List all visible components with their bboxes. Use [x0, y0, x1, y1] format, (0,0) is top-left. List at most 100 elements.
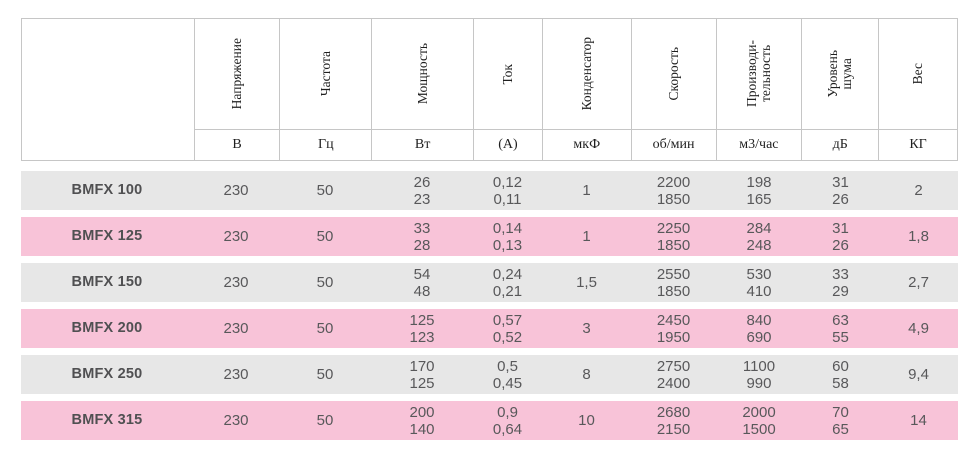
column-header-capacitor: Конденсатор	[542, 19, 631, 130]
column-unit-speed: об/мин	[652, 137, 695, 152]
column-header-airflow: Производи- тельность	[716, 19, 802, 130]
table-row: BMFX 150 230 50 54 48 0,24 0,21 1,5 2550…	[21, 263, 958, 302]
cell-frequency: 50	[316, 182, 334, 199]
cell-current: 0,5 0,45	[492, 357, 523, 392]
column-voltage: Напряжение В	[193, 19, 280, 160]
fan-spec-table: Напряжение В Частота Гц Мощность Вт Ток …	[21, 18, 958, 447]
cell-capacitor: 8	[582, 366, 591, 383]
column-weight: Вес КГ	[878, 19, 957, 160]
table-row: BMFX 100 230 50 26 23 0,12 0,11 1 2200 1…	[21, 171, 958, 210]
cell-noise: 31 26	[832, 173, 849, 208]
cell-voltage: 230	[223, 320, 249, 337]
cell-airflow: 198 165	[746, 173, 772, 208]
cell-weight: 2,7	[908, 274, 929, 291]
cell-airflow: 284 248	[746, 219, 772, 254]
column-unit-current: (А)	[498, 137, 518, 152]
cell-frequency: 50	[316, 320, 334, 337]
cell-frequency: 50	[316, 366, 334, 383]
cell-current: 0,57 0,52	[492, 311, 523, 346]
cell-noise: 31 26	[832, 219, 849, 254]
column-header-power: Мощность	[372, 19, 474, 130]
cell-power: 33 28	[413, 219, 431, 254]
column-header-speed-label: Скорость	[665, 47, 681, 101]
cell-current: 0,14 0,13	[492, 219, 523, 254]
model-column-header-empty	[22, 19, 194, 160]
cell-weight: 14	[910, 412, 927, 429]
cell-speed: 2550 1850	[656, 265, 691, 300]
column-header-current-label: Ток	[499, 63, 515, 85]
cell-speed: 2680 2150	[656, 403, 691, 438]
cell-frequency: 50	[316, 228, 334, 245]
row-model: BMFX 150	[71, 274, 143, 290]
table-body: BMFX 100 230 50 26 23 0,12 0,11 1 2200 1…	[21, 171, 958, 440]
column-header-current: Ток	[474, 19, 542, 130]
cell-capacitor: 1	[582, 182, 591, 199]
column-noise: Уровень шума дБ	[801, 19, 879, 160]
cell-capacitor: 10	[578, 412, 595, 429]
column-airflow: Производи- тельность м3/час	[715, 19, 802, 160]
column-header-weight: Вес	[879, 19, 957, 130]
cell-noise: 33 29	[832, 265, 849, 300]
table-row: BMFX 200 230 50 125 123 0,57 0,52 3 2450…	[21, 309, 958, 348]
column-header-frequency-label: Частота	[317, 51, 333, 97]
cell-voltage: 230	[223, 366, 249, 383]
cell-power: 125 123	[409, 311, 435, 346]
cell-airflow: 530 410	[746, 265, 772, 300]
cell-weight: 2	[914, 182, 923, 199]
column-capacitor: Конденсатор мкФ	[541, 19, 631, 160]
cell-power: 26 23	[413, 173, 431, 208]
column-unit-airflow: м3/час	[739, 137, 779, 152]
cell-voltage: 230	[223, 412, 249, 429]
cell-speed: 2200 1850	[656, 173, 691, 208]
cell-airflow: 2000 1500	[742, 403, 776, 438]
cell-current: 0,12 0,11	[492, 173, 523, 208]
column-header-airflow-label: Производи- тельность	[743, 40, 773, 108]
cell-current: 0,9 0,64	[492, 403, 523, 438]
cell-voltage: 230	[223, 182, 249, 199]
cell-speed: 2250 1850	[656, 219, 691, 254]
row-model: BMFX 125	[71, 228, 143, 244]
cell-power: 170 125	[409, 357, 435, 392]
column-header-voltage: Напряжение	[194, 19, 280, 130]
row-model: BMFX 100	[71, 182, 143, 198]
column-unit-voltage: В	[232, 137, 242, 152]
column-header-frequency: Частота	[280, 19, 372, 130]
column-unit-capacitor: мкФ	[573, 137, 601, 152]
cell-current: 0,24 0,21	[492, 265, 523, 300]
cell-capacitor: 1,5	[576, 274, 597, 291]
cell-airflow: 840 690	[746, 311, 772, 346]
cell-capacitor: 3	[582, 320, 591, 337]
column-unit-power: Вт	[414, 137, 431, 152]
cell-speed: 2450 1950	[656, 311, 691, 346]
cell-weight: 9,4	[908, 366, 929, 383]
column-header-noise: Уровень шума	[802, 19, 879, 130]
row-model: BMFX 315	[71, 412, 143, 428]
column-unit-frequency: Гц	[318, 137, 334, 152]
table-row: BMFX 250 230 50 170 125 0,5 0,45 8 2750 …	[21, 355, 958, 394]
table-row: BMFX 125 230 50 33 28 0,14 0,13 1 2250 1…	[21, 217, 958, 256]
column-frequency: Частота Гц	[279, 19, 372, 160]
column-header-weight-label: Вес	[910, 63, 926, 85]
cell-frequency: 50	[316, 274, 334, 291]
column-unit-noise: дБ	[832, 137, 848, 152]
column-header-noise-label: Уровень шума	[825, 50, 855, 98]
column-unit-weight: КГ	[909, 137, 927, 152]
column-current: Ток (А)	[473, 19, 542, 160]
column-power: Мощность Вт	[371, 19, 474, 160]
cell-noise: 63 55	[832, 311, 849, 346]
column-header-speed: Скорость	[631, 19, 716, 130]
row-model: BMFX 250	[71, 366, 143, 382]
row-model: BMFX 200	[71, 320, 143, 336]
column-header-power-label: Мощность	[414, 43, 430, 105]
cell-frequency: 50	[316, 412, 334, 429]
cell-weight: 4,9	[908, 320, 929, 337]
column-header-capacitor-label: Конденсатор	[578, 37, 594, 111]
column-header-voltage-label: Напряжение	[229, 38, 245, 110]
cell-power: 200 140	[409, 403, 435, 438]
column-speed: Скорость об/мин	[630, 19, 716, 160]
cell-voltage: 230	[223, 274, 249, 291]
table-row: BMFX 315 230 50 200 140 0,9 0,64 10 2680…	[21, 401, 958, 440]
cell-speed: 2750 2400	[656, 357, 691, 392]
cell-power: 54 48	[413, 265, 431, 300]
cell-voltage: 230	[223, 228, 249, 245]
